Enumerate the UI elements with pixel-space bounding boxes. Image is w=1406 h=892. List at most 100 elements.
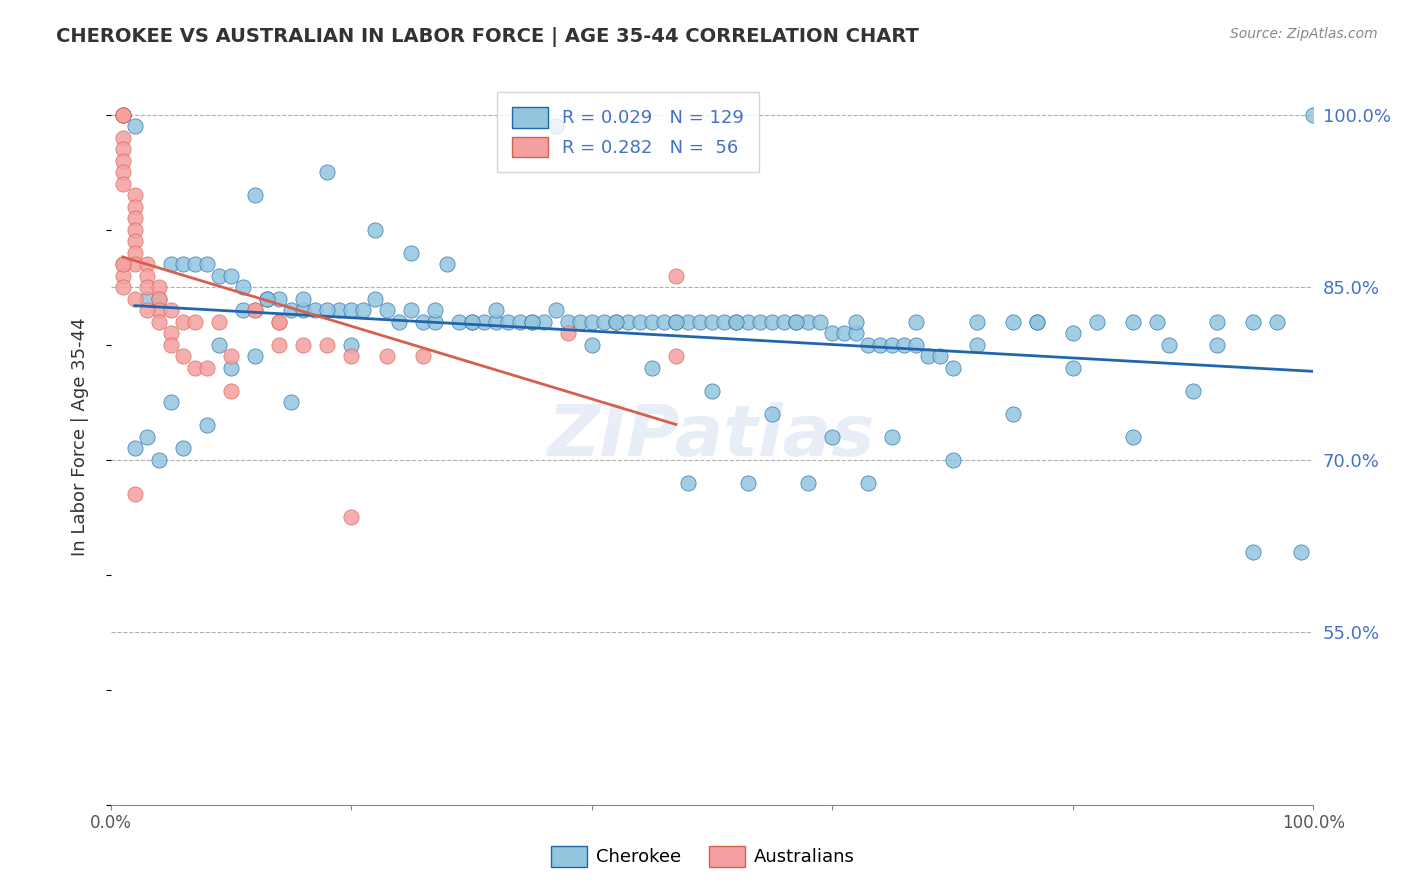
Point bbox=[676, 315, 699, 329]
Point bbox=[1001, 315, 1024, 329]
Point bbox=[160, 395, 183, 409]
Point bbox=[725, 315, 748, 329]
Point bbox=[821, 429, 844, 443]
Point bbox=[882, 337, 904, 351]
Point bbox=[700, 384, 723, 398]
Point bbox=[243, 303, 266, 318]
Point bbox=[375, 349, 398, 363]
Point bbox=[340, 337, 363, 351]
Point bbox=[605, 315, 627, 329]
Point bbox=[292, 337, 315, 351]
Point bbox=[135, 268, 157, 283]
Point bbox=[184, 257, 207, 271]
Point bbox=[135, 292, 157, 306]
Point bbox=[219, 384, 242, 398]
Point bbox=[269, 315, 291, 329]
Point bbox=[1289, 544, 1312, 558]
Point bbox=[737, 475, 759, 490]
Point bbox=[135, 303, 157, 318]
Point bbox=[111, 107, 134, 121]
Point bbox=[858, 475, 880, 490]
Point bbox=[1206, 315, 1229, 329]
Point bbox=[111, 107, 134, 121]
Point bbox=[135, 280, 157, 294]
Point bbox=[148, 292, 170, 306]
Point bbox=[148, 452, 170, 467]
Point bbox=[1146, 315, 1168, 329]
Point bbox=[520, 315, 543, 329]
Point bbox=[352, 303, 374, 318]
Point bbox=[160, 257, 183, 271]
Point bbox=[966, 337, 988, 351]
Point bbox=[472, 315, 495, 329]
Point bbox=[111, 107, 134, 121]
Legend: R = 0.029   N = 129, R = 0.282   N =  56: R = 0.029 N = 129, R = 0.282 N = 56 bbox=[498, 92, 758, 172]
Point bbox=[533, 315, 555, 329]
Point bbox=[700, 315, 723, 329]
Point bbox=[172, 441, 194, 455]
Point bbox=[725, 315, 748, 329]
Point bbox=[737, 315, 759, 329]
Point bbox=[340, 349, 363, 363]
Point bbox=[905, 315, 928, 329]
Point bbox=[484, 315, 506, 329]
Text: CHEROKEE VS AUSTRALIAN IN LABOR FORCE | AGE 35-44 CORRELATION CHART: CHEROKEE VS AUSTRALIAN IN LABOR FORCE | … bbox=[56, 27, 920, 46]
Point bbox=[195, 418, 218, 433]
Point bbox=[832, 326, 855, 340]
Point bbox=[111, 268, 134, 283]
Point bbox=[484, 303, 506, 318]
Point bbox=[219, 360, 242, 375]
Point bbox=[557, 315, 579, 329]
Point bbox=[581, 337, 603, 351]
Point bbox=[269, 315, 291, 329]
Point bbox=[1241, 544, 1264, 558]
Point bbox=[124, 211, 146, 225]
Point bbox=[449, 315, 471, 329]
Point bbox=[905, 337, 928, 351]
Point bbox=[111, 130, 134, 145]
Point bbox=[882, 429, 904, 443]
Point bbox=[929, 349, 952, 363]
Point bbox=[1025, 315, 1047, 329]
Point bbox=[160, 337, 183, 351]
Point bbox=[124, 222, 146, 236]
Point bbox=[375, 303, 398, 318]
Point bbox=[172, 257, 194, 271]
Point bbox=[592, 315, 614, 329]
Point bbox=[773, 315, 796, 329]
Point bbox=[425, 315, 447, 329]
Point bbox=[1001, 407, 1024, 421]
Point bbox=[785, 315, 807, 329]
Point bbox=[316, 337, 339, 351]
Point bbox=[665, 315, 688, 329]
Point bbox=[761, 407, 783, 421]
Point bbox=[641, 315, 664, 329]
Point bbox=[941, 452, 963, 467]
Point bbox=[256, 292, 278, 306]
Point bbox=[232, 280, 254, 294]
Point bbox=[893, 337, 915, 351]
Point bbox=[676, 475, 699, 490]
Point bbox=[111, 165, 134, 179]
Point bbox=[436, 257, 458, 271]
Point bbox=[340, 510, 363, 524]
Point bbox=[401, 245, 423, 260]
Point bbox=[1062, 360, 1084, 375]
Point bbox=[665, 268, 688, 283]
Point bbox=[869, 337, 891, 351]
Point bbox=[208, 268, 231, 283]
Point bbox=[568, 315, 591, 329]
Point bbox=[243, 188, 266, 202]
Text: Source: ZipAtlas.com: Source: ZipAtlas.com bbox=[1230, 27, 1378, 41]
Point bbox=[111, 142, 134, 156]
Point bbox=[111, 257, 134, 271]
Point bbox=[269, 337, 291, 351]
Point bbox=[232, 303, 254, 318]
Point bbox=[388, 315, 411, 329]
Point bbox=[665, 315, 688, 329]
Point bbox=[364, 292, 387, 306]
Point bbox=[111, 257, 134, 271]
Point bbox=[641, 360, 664, 375]
Text: ZIPatlas: ZIPatlas bbox=[548, 402, 876, 471]
Point bbox=[966, 315, 988, 329]
